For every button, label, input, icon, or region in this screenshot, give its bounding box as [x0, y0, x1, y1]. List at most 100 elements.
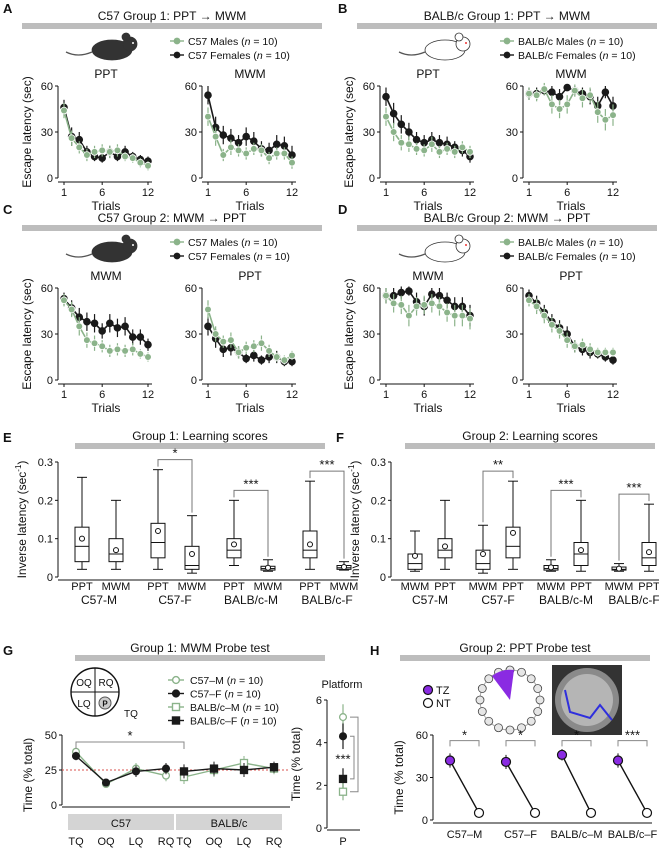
y-tick-label: 0	[47, 173, 53, 185]
panel-letter-D: D	[338, 202, 347, 217]
data-point	[144, 161, 152, 170]
quadrant-label: LQ	[77, 699, 91, 710]
legend-label: BALB/c Females (n = 10)	[518, 251, 636, 263]
panel-letter-F: F	[336, 430, 344, 445]
data-point	[67, 305, 76, 314]
y-tick-label: 6	[316, 695, 322, 707]
group-label: BALB/c-F	[608, 593, 659, 607]
data-point	[242, 354, 250, 363]
data-point	[435, 302, 444, 311]
mouse-tail	[65, 253, 93, 258]
ppt-hole	[505, 725, 515, 735]
y-tick-label: 0	[191, 173, 197, 185]
sig-bracket	[618, 493, 650, 561]
x-tick-label: 12	[142, 389, 154, 401]
data-point	[586, 91, 594, 99]
mean-marker	[265, 564, 271, 571]
ppt-hole	[517, 723, 526, 733]
ppt-hole	[533, 707, 543, 716]
sig-label: ***	[319, 457, 334, 472]
legend-label: BALB/c Males (n = 10)	[518, 237, 623, 249]
data-point	[239, 765, 249, 775]
sig-label: *	[574, 728, 579, 743]
data-point	[121, 347, 129, 355]
y-axis-label: Escape latency (sec)	[342, 278, 356, 389]
y-tick-label: 30	[185, 127, 197, 139]
data-point	[412, 145, 421, 153]
data-point	[525, 296, 533, 305]
ppt-hole	[477, 684, 487, 693]
y-tick-label: 60	[41, 81, 53, 93]
data-point-tz	[444, 755, 456, 766]
x-tick-label: P	[339, 836, 346, 848]
legend-marker	[171, 689, 181, 698]
data-point	[90, 148, 99, 156]
sig-bracket	[233, 489, 269, 557]
data-point	[435, 148, 444, 156]
x-tick-label: 1	[383, 187, 389, 199]
y-tick-label: 2	[316, 780, 322, 792]
mean-marker	[189, 551, 195, 557]
mean-marker	[510, 529, 516, 536]
box-label: PPT	[638, 581, 659, 593]
data-point	[601, 348, 610, 357]
data-point	[428, 140, 436, 149]
y-tick-label: 0	[47, 572, 53, 584]
legend-label: TZ	[436, 685, 450, 697]
sig-bracket	[75, 741, 185, 749]
data-point	[382, 92, 390, 101]
data-point	[389, 128, 398, 136]
mouse-tail	[65, 51, 93, 56]
mean-marker	[341, 564, 347, 571]
data-point	[83, 151, 91, 159]
y-tick-label: 60	[41, 283, 53, 295]
data-point	[288, 158, 296, 167]
data-point-nt	[641, 807, 653, 819]
series-line	[63, 107, 149, 162]
mean-marker	[79, 535, 85, 542]
panel-A-bar	[22, 23, 322, 29]
sig-label: ***	[243, 476, 258, 491]
subplot-title: PPT	[416, 67, 440, 81]
data-point	[250, 342, 258, 351]
strain-band	[68, 814, 174, 830]
legend-label: C57 Males (n = 10)	[188, 36, 278, 48]
quadrant-label: OQ	[76, 678, 92, 689]
x-axis-label: Trials	[414, 401, 443, 415]
data-point	[265, 154, 273, 162]
box-label: PPT	[570, 581, 592, 593]
data-point	[338, 732, 348, 741]
data-point	[60, 106, 68, 115]
y-tick-label: 0.3	[371, 457, 386, 469]
x-tick-label: 1	[383, 389, 389, 401]
data-point	[420, 146, 428, 155]
data-point	[443, 145, 451, 153]
y-tick-label: 0.3	[38, 457, 53, 469]
group-label: BALB/c–M	[551, 829, 603, 841]
y-tick-label: 30	[41, 127, 53, 139]
data-point	[443, 296, 451, 305]
ppt-hole	[477, 707, 487, 716]
box-label: PPT	[502, 581, 524, 593]
subplot-title: PPT	[559, 269, 583, 283]
panel-E-title: Group 1: Learning scores	[132, 429, 267, 443]
x-tick-label: TQ	[68, 836, 84, 848]
platform-label: P	[102, 700, 108, 709]
mouse-icon	[65, 32, 138, 61]
mouse-tail	[398, 253, 426, 258]
data-point	[219, 151, 228, 159]
mean-marker	[412, 552, 418, 559]
data-point	[242, 149, 250, 158]
legend-marker	[503, 238, 511, 246]
box-label: MWM	[401, 581, 430, 593]
data-point	[83, 336, 91, 344]
data-point	[525, 89, 533, 98]
data-point	[578, 94, 587, 103]
x-tick-label: 6	[564, 187, 570, 199]
mean-marker	[646, 549, 652, 556]
subplot-title: MWM	[412, 269, 443, 283]
data-point	[338, 774, 348, 784]
data-point	[397, 288, 406, 297]
mouse-eye	[132, 42, 134, 44]
